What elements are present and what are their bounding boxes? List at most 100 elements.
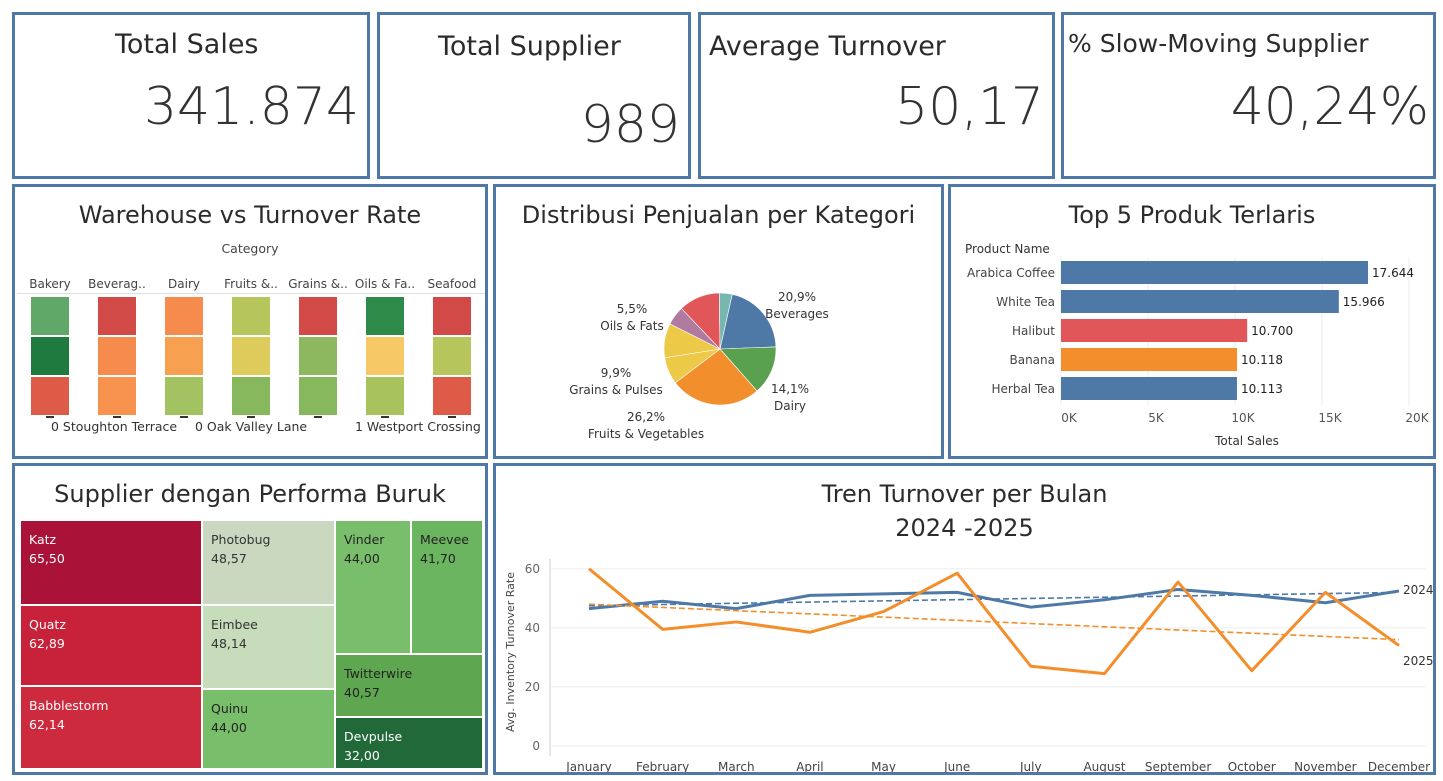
treemap-supplier-value: 40,57: [344, 685, 380, 700]
heatmap-cell[interactable]: [232, 297, 270, 335]
heatmap-cell[interactable]: [433, 297, 471, 335]
heatmap-tick-mark: [180, 416, 188, 418]
line-x-tick-label: August: [1083, 760, 1125, 772]
treemap-supplier-value: 44,00: [344, 551, 380, 566]
bar-category-label: Herbal Tea: [992, 382, 1056, 396]
treemap-supplier-value: 48,14: [211, 636, 247, 651]
treemap-cell[interactable]: Vinder 44,00: [335, 520, 411, 654]
heatmap-column-label: Dairy: [168, 277, 200, 291]
line-x-tick-label: November: [1294, 760, 1356, 772]
kpi-title: % Slow-Moving Supplier: [1068, 29, 1369, 58]
treemap-cell[interactable]: Photobug 48,57: [202, 520, 335, 605]
kpi-total-supplier: Total Supplier 989: [377, 12, 691, 179]
heatmap-cell[interactable]: [31, 297, 69, 335]
heatmap-cell[interactable]: [232, 377, 270, 415]
pie-slice: [718, 292, 733, 350]
heatmap-cell[interactable]: [433, 377, 471, 415]
pie-value-label: 5,5%: [617, 302, 648, 316]
heatmap-cell[interactable]: [165, 337, 203, 375]
kpi-value: 989: [580, 95, 680, 155]
treemap-cell[interactable]: Babblestorm 62,14: [20, 686, 202, 769]
panel-title: Warehouse vs Turnover Rate: [78, 201, 422, 229]
heatmap-cell[interactable]: [366, 337, 404, 375]
treemap-supplier-name: Quinu: [211, 701, 249, 716]
treemap-cell[interactable]: Meevee 41,70: [411, 520, 483, 654]
line-series-label: 2025: [1403, 654, 1433, 668]
heatmap-row-label: 0 Stoughton Terrace: [51, 419, 178, 434]
kpi-value: 341.874: [143, 77, 359, 137]
heatmap-cell[interactable]: [31, 337, 69, 375]
bar-tick-label: 10K: [1231, 411, 1255, 425]
bar-chart-panel: Top 5 Produk Terlaris Product Name Arabic…: [948, 184, 1436, 459]
line-x-tick-label: March: [718, 760, 755, 772]
treemap-supplier-value: 44,00: [211, 720, 247, 735]
line-x-tick-label: December: [1368, 760, 1430, 772]
heatmap-column-label: Oils & Fa..: [354, 277, 416, 291]
bar-category-label: Banana: [1009, 353, 1055, 367]
treemap-supplier-name: Meevee: [420, 532, 469, 547]
treemap-cell[interactable]: Devpulse 32,00: [335, 717, 483, 769]
bar-tick-label: 20K: [1405, 411, 1429, 425]
line-x-tick-label: October: [1228, 760, 1276, 772]
heatmap-column-label: Beverag..: [88, 277, 146, 291]
treemap-supplier-value: 62,14: [29, 717, 65, 732]
bar-value-label: 15.966: [1343, 295, 1385, 309]
heatmap-cell[interactable]: [165, 297, 203, 335]
line-series: [588, 587, 1400, 611]
treemap-supplier-name: Devpulse: [344, 729, 403, 744]
bar-category-label: Halibut: [1012, 324, 1055, 338]
heatmap-cell[interactable]: [366, 297, 404, 335]
heatmap-cell[interactable]: [299, 377, 337, 415]
kpi-value: 40,24%: [1230, 77, 1429, 137]
heatmap-cell[interactable]: [31, 377, 69, 415]
heatmap-cell[interactable]: [232, 337, 270, 375]
pie-category-label: Beverages: [765, 307, 829, 321]
heatmap-grid: Bakery Beverag.. Dairy Fruits &.. Grains &..…: [15, 187, 485, 456]
heatmap-header: Category: [221, 241, 279, 256]
bar-chart: Product Name Arabica Coffee 17.644 White Te…: [965, 242, 1430, 448]
heatmap-cell[interactable]: [433, 337, 471, 375]
treemap-supplier-value: 62,89: [29, 636, 65, 651]
heatmap-tick-mark: [448, 416, 456, 418]
bar-axis-label: Total Sales: [1214, 434, 1279, 448]
heatmap-cell[interactable]: [98, 297, 136, 335]
kpi-title: Average Turnover: [709, 31, 946, 62]
line-x-tick-label: February: [636, 760, 689, 772]
heatmap-cell[interactable]: [165, 377, 203, 415]
treemap-supplier-value: 65,50: [29, 551, 65, 566]
treemap-panel: Supplier dengan Performa Buruk Katz 65,50…: [12, 463, 488, 775]
treemap-supplier-name: Babblestorm: [29, 698, 109, 713]
bar-value-label: 10.700: [1251, 324, 1293, 338]
kpi-value: 50,17: [895, 77, 1044, 137]
treemap-supplier-name: Eimbee: [211, 617, 258, 632]
heatmap-column-label: Bakery: [29, 277, 71, 291]
treemap-supplier-name: Quatz: [29, 617, 66, 632]
treemap-cell[interactable]: Quatz 62,89: [20, 605, 202, 686]
line-y-tick-label: 40: [525, 621, 540, 635]
heatmap-cell[interactable]: [366, 377, 404, 415]
bar: [1061, 261, 1369, 284]
bar-tick-label: 15K: [1318, 411, 1342, 425]
bar-value-label: 17.644: [1372, 266, 1414, 280]
kpi-title: Total Sales: [115, 29, 259, 60]
treemap-cell[interactable]: Katz 65,50: [20, 520, 202, 605]
pie-slice: [719, 293, 777, 350]
kpi-total-sales: Total Sales 341.874: [12, 12, 370, 179]
bar-category-label: White Tea: [996, 295, 1055, 309]
treemap-cell[interactable]: Twitterwire 40,57: [335, 654, 483, 717]
line-chart-panel: Tren Turnover per Bulan 2024 -2025 0 20 40…: [493, 463, 1436, 775]
line-x-tick-label: September: [1145, 760, 1211, 772]
line-y-tick-label: 60: [525, 562, 540, 576]
pie-value-label: 20,9%: [778, 290, 816, 304]
pie-value-label: 26,2%: [627, 410, 665, 424]
treemap-cell[interactable]: Quinu 44,00: [202, 689, 335, 769]
treemap-cell[interactable]: Eimbee 48,14: [202, 605, 335, 689]
heatmap-cell[interactable]: [98, 337, 136, 375]
panel-title: Distribusi Penjualan per Kategori: [521, 201, 916, 229]
heatmap-cell[interactable]: [299, 297, 337, 335]
bar: [1061, 290, 1339, 313]
pie-category-label: Dairy: [774, 399, 806, 413]
heatmap-cell[interactable]: [299, 337, 337, 375]
heatmap-cell[interactable]: [98, 377, 136, 415]
line-y-tick-label: 20: [525, 680, 540, 694]
